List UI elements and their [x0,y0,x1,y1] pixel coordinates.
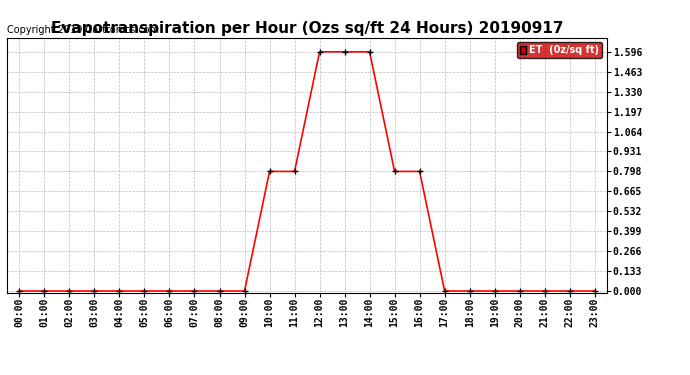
Legend: ET  (0z/sq ft): ET (0z/sq ft) [517,42,602,58]
Title: Evapotranspiration per Hour (Ozs sq/ft 24 Hours) 20190917: Evapotranspiration per Hour (Ozs sq/ft 2… [51,21,563,36]
Text: Copyright 2019 Cartronics.com: Copyright 2019 Cartronics.com [7,25,159,35]
